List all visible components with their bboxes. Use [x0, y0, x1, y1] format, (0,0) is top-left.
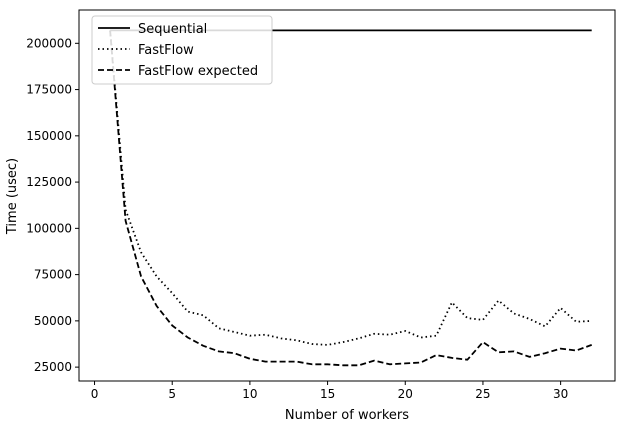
legend-label-sequential: Sequential: [138, 22, 207, 37]
x-tick-label: 10: [242, 387, 257, 401]
y-axis-label: Time (usec): [5, 158, 20, 235]
y-tick-label: 150000: [26, 129, 72, 143]
x-tick-label: 25: [475, 387, 490, 401]
axes-frame: [78, 9, 616, 382]
x-tick-label: 30: [553, 387, 568, 401]
y-tick-label: 25000: [34, 360, 72, 374]
x-axis-label: Number of workers: [285, 408, 409, 423]
y-tick-label: 100000: [26, 221, 72, 235]
y-tick-label: 75000: [34, 268, 72, 282]
x-tick-label: 20: [398, 387, 413, 401]
x-tick-label: 5: [168, 387, 176, 401]
legend-box: [91, 15, 273, 85]
y-tick-label: 175000: [26, 83, 72, 97]
y-tick-label: 50000: [34, 314, 72, 328]
y-tick-label: 200000: [26, 36, 72, 50]
y-axis-ticks: 25000 50000 75000 100000 125000 150000 175000 2…: [26, 36, 79, 374]
legend-label-fastflow-expected: FastFlow expected: [138, 64, 258, 79]
legend-label-fastflow: FastFlow: [138, 43, 194, 58]
y-tick-label: 125000: [26, 175, 72, 189]
x-axis-ticks: 0 5 10 15 20 25 30: [91, 381, 568, 401]
series-line-fastflow-expected: [109, 30, 593, 367]
legend: Sequential FastFlow FastFlow expected: [91, 15, 273, 85]
x-tick-label: 15: [320, 387, 335, 401]
series-line-fastflow: [109, 30, 592, 346]
x-tick-label: 0: [91, 387, 99, 401]
